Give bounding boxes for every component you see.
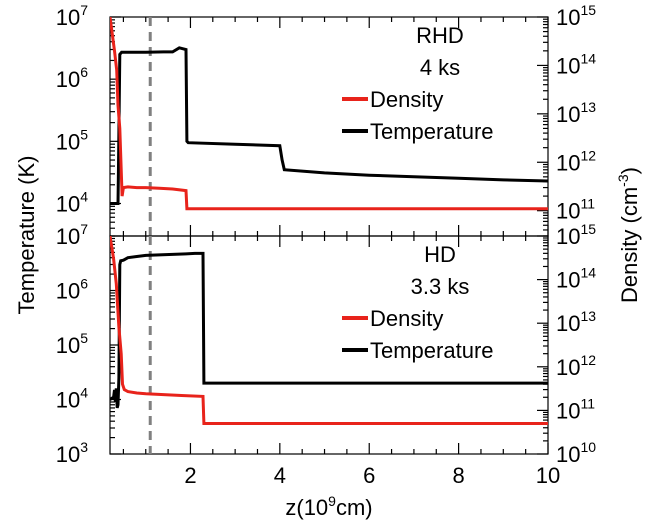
x-axis-title: z(109cm): [285, 493, 372, 520]
left-tick-label-exp: 4: [80, 188, 88, 204]
right-tick-label-base: 10: [556, 268, 580, 293]
legend-label: Temperature: [370, 338, 494, 363]
right-tick-label-exp: 15: [580, 221, 596, 237]
panel-label: 3.3 ks: [411, 274, 470, 299]
left-tick-label-base: 10: [56, 279, 80, 304]
right-tick-label-base: 10: [556, 53, 580, 78]
left-tick-label: 106: [56, 64, 88, 92]
axis-titles: Temperature (K) Density (cm-3) z(109cm): [14, 156, 642, 520]
legend-label: Density: [370, 306, 443, 331]
right-tick-label-base: 10: [556, 442, 580, 467]
left-tick-label-exp: 6: [80, 64, 88, 80]
right-tick-label-base: 10: [556, 102, 580, 127]
right-tick-label-base: 10: [556, 199, 580, 224]
left-tick-label-exp: 7: [80, 221, 88, 237]
right-tick-label-exp: 11: [580, 196, 595, 212]
x-tick-label: 4: [274, 463, 286, 488]
left-tick-label: 104: [56, 385, 88, 413]
right-tick-label-exp: 10: [580, 439, 596, 455]
series-line-temperature: [110, 251, 548, 409]
series-line-temperature: [110, 46, 548, 205]
right-tick-label-exp: 15: [580, 2, 596, 18]
x-axis-title-post: cm): [336, 495, 373, 520]
right-tick-label: 1010: [556, 439, 596, 467]
legend-label: Density: [370, 87, 443, 112]
right-tick-label-exp: 13: [580, 308, 596, 324]
right-tick-label: 1015: [556, 221, 596, 249]
left-tick-label-exp: 3: [80, 439, 88, 455]
left-tick-label-base: 10: [56, 5, 80, 30]
left-tick-label-exp: 5: [80, 126, 88, 142]
left-tick-label: 107: [56, 221, 88, 249]
left-tick-label-exp: 4: [80, 385, 88, 401]
left-tick-label: 105: [56, 330, 88, 358]
left-tick-label-base: 10: [56, 191, 80, 216]
right-tick-label: 1011: [556, 395, 595, 423]
left-tick-label-base: 10: [56, 224, 80, 249]
right-tick-label: 1012: [556, 352, 596, 380]
right-tick-label-base: 10: [556, 355, 580, 380]
right-tick-label: 1013: [556, 99, 596, 127]
right-tick-label: 1011: [556, 196, 595, 224]
right-tick-label-exp: 13: [580, 99, 596, 115]
series-line-density: [110, 17, 548, 211]
right-axis-title-exp: -3: [615, 174, 631, 187]
left-tick-label-base: 10: [56, 67, 80, 92]
left-tick-label-exp: 6: [80, 276, 88, 292]
right-tick-label: 1014: [556, 265, 596, 293]
x-axis-title-pre: z(10: [285, 495, 328, 520]
right-axis-title-main: Density (cm: [617, 187, 642, 303]
right-tick-label-base: 10: [556, 311, 580, 336]
left-tick-label-exp: 5: [80, 330, 88, 346]
left-tick-label: 104: [56, 188, 88, 216]
left-tick-label-exp: 7: [80, 2, 88, 18]
right-tick-label-base: 10: [556, 398, 580, 423]
left-tick-label-base: 10: [56, 442, 80, 467]
right-tick-label-exp: 14: [580, 265, 596, 281]
left-tick-label: 103: [56, 439, 88, 467]
panel-label: HD: [424, 242, 456, 267]
right-tick-label-base: 10: [556, 224, 580, 249]
left-tick-label-base: 10: [56, 388, 80, 413]
left-tick-label: 105: [56, 126, 88, 154]
x-axis-title-exp: 9: [328, 493, 336, 509]
right-tick-label-base: 10: [556, 5, 580, 30]
right-tick-label: 1013: [556, 308, 596, 336]
left-axis-title: Temperature (K): [14, 156, 39, 315]
right-tick-label-exp: 12: [580, 147, 596, 163]
panel-label: 4 ks: [420, 55, 460, 80]
right-tick-label-exp: 12: [580, 352, 596, 368]
x-tick-label: 2: [184, 463, 196, 488]
right-axis-title-close: ): [617, 167, 642, 174]
left-tick-label: 106: [56, 276, 88, 304]
right-tick-label-exp: 14: [580, 50, 596, 66]
right-axis-title: Density (cm-3): [615, 167, 642, 303]
right-tick-label-base: 10: [556, 150, 580, 175]
left-tick-label-base: 10: [56, 333, 80, 358]
left-tick-label-base: 10: [56, 129, 80, 154]
left-tick-label: 107: [56, 2, 88, 30]
right-tick-label: 1015: [556, 2, 596, 30]
x-tick-label: 10: [536, 463, 560, 488]
right-tick-label: 1012: [556, 147, 596, 175]
panel-label: RHD: [416, 23, 464, 48]
legend-label: Temperature: [370, 119, 494, 144]
right-tick-label-exp: 11: [580, 395, 595, 411]
x-tick-label: 6: [363, 463, 375, 488]
right-tick-label: 1014: [556, 50, 596, 78]
series-line-density: [110, 236, 548, 425]
panel-bottom: 1031041051061071010101110121013101410152…: [56, 221, 597, 488]
x-tick-label: 8: [452, 463, 464, 488]
